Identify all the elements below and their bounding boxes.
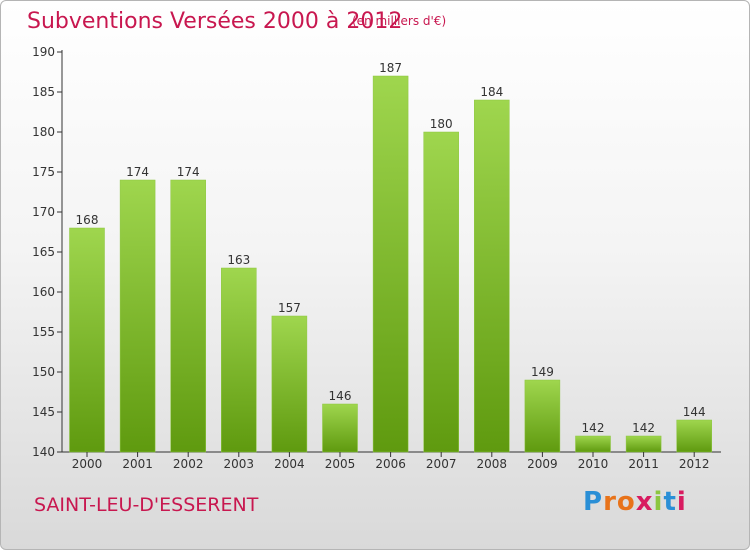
x-tick-label: 2000 [72, 457, 103, 471]
unit-note: (en milliers d'€) [352, 14, 447, 28]
bar-value-label: 146 [329, 389, 352, 403]
x-tick-label: 2009 [527, 457, 558, 471]
x-tick-label: 2002 [173, 457, 204, 471]
bar [524, 379, 561, 453]
bar-value-label: 174 [126, 165, 149, 179]
y-tick-label: 170 [32, 205, 55, 219]
town-name: SAINT-LEU-D'ESSERENT [34, 494, 259, 516]
y-tick-label: 155 [32, 325, 55, 339]
bar-value-label: 187 [379, 61, 402, 75]
bar [170, 179, 206, 453]
y-tick-label: 180 [32, 125, 55, 139]
logo-letter: i [676, 487, 687, 517]
bar-value-label: 142 [582, 421, 605, 435]
bar [423, 131, 459, 453]
x-tick-label: 2012 [679, 457, 710, 471]
bar [271, 315, 308, 453]
logo-letter: t [663, 487, 677, 517]
logo-letter: x [635, 487, 654, 517]
bar-value-label: 168 [76, 213, 99, 227]
y-tick-label: 185 [32, 85, 55, 99]
bar [676, 419, 712, 453]
bar-value-label: 157 [278, 301, 301, 315]
bar [322, 403, 358, 453]
bar-value-label: 142 [632, 421, 655, 435]
logo-letter: o [616, 487, 636, 517]
bar [474, 99, 510, 453]
bar-chart: 140 145 150 155 160 165 170 175 180 185 190 168 2000… [32, 45, 721, 471]
bar-value-label: 144 [683, 405, 706, 419]
bar [69, 227, 105, 453]
bar [575, 435, 611, 453]
bar [221, 267, 257, 453]
bar-value-label: 184 [480, 85, 503, 99]
bar-value-label: 174 [177, 165, 200, 179]
bar-value-label: 149 [531, 365, 554, 379]
logo-letter: i [653, 487, 664, 517]
x-tick-label: 2010 [578, 457, 609, 471]
x-tick-label: 2003 [224, 457, 255, 471]
proxiti-logo: Proxiti [583, 487, 687, 517]
y-tick-label: 140 [32, 445, 55, 459]
bar [119, 179, 156, 453]
y-tick-label: 165 [32, 245, 55, 259]
x-tick-label: 2004 [274, 457, 305, 471]
x-tick-label: 2007 [426, 457, 457, 471]
logo-letter: P [583, 487, 604, 517]
y-tick-label: 190 [32, 45, 55, 59]
x-tick-label: 2008 [477, 457, 508, 471]
y-tick-label: 150 [32, 365, 55, 379]
bar [625, 435, 662, 453]
y-tick-label: 145 [32, 405, 55, 419]
bar [372, 75, 409, 453]
x-tick-label: 2001 [122, 457, 153, 471]
bar-value-label: 180 [430, 117, 453, 131]
bar-value-label: 163 [227, 253, 250, 267]
logo-letter: r [603, 487, 617, 517]
y-tick-label: 160 [32, 285, 55, 299]
x-tick-label: 2005 [325, 457, 356, 471]
x-tick-label: 2011 [628, 457, 659, 471]
y-tick-label: 175 [32, 165, 55, 179]
x-tick-label: 2006 [375, 457, 406, 471]
chart-title: Subventions Versées 2000 à 2012 [27, 9, 403, 34]
